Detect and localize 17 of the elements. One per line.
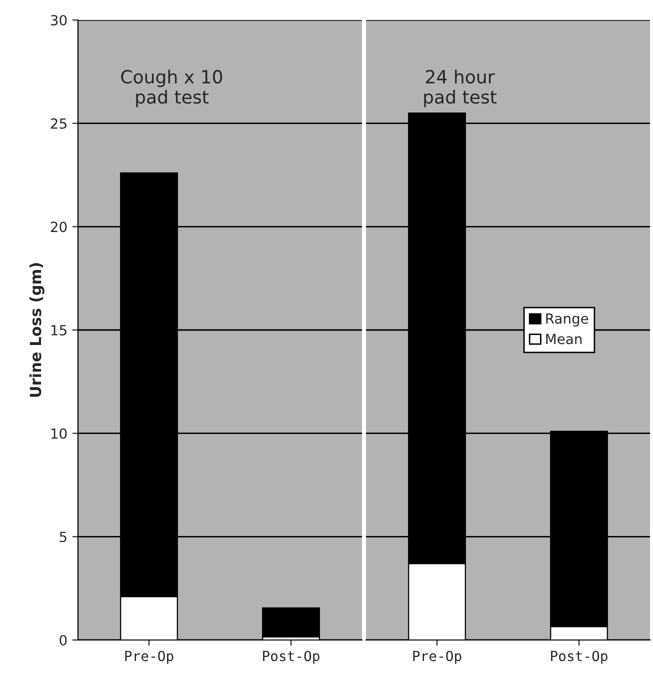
legend-label: Mean	[546, 334, 582, 344]
legend-label: Range	[546, 314, 588, 327]
y-tick-label: 20	[50, 222, 67, 232]
x-tick-label: Post-Op	[551, 650, 608, 664]
annotation: 24 hour pad test	[424, 70, 496, 108]
y-axis-title: Urine Loss (gm)	[29, 263, 44, 397]
x-tick-label: Pre-Op	[413, 650, 462, 664]
y-tick-label: 10	[51, 428, 67, 439]
y-tick-label: 25	[50, 118, 66, 129]
y-tick-label: 30	[50, 14, 67, 26]
x-tick-label: Post-Op	[263, 650, 320, 664]
annotation: Cough x 10 pad test	[121, 70, 222, 108]
bar	[262, 607, 320, 638]
y-tick-label: 15	[51, 325, 66, 336]
y-tick-label: 5	[60, 532, 66, 542]
x-tick-label: Pre-Op	[125, 650, 174, 664]
y-tick-label: 0	[60, 634, 67, 646]
